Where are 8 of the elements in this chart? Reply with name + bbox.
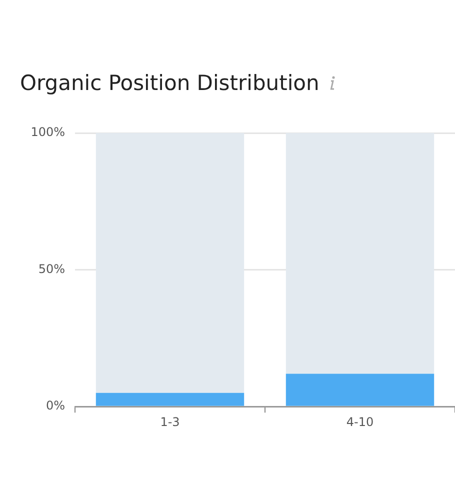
y-tick-label: 50%	[38, 262, 65, 276]
chart-title: Organic Position Distribution	[20, 71, 320, 95]
y-tick-label: 0%	[46, 398, 65, 413]
x-tick-label: 4-10	[346, 414, 374, 429]
bar	[96, 392, 244, 406]
y-tick-label: 100%	[30, 125, 65, 140]
bar	[286, 374, 434, 406]
x-tick-label: 1-3	[160, 414, 180, 429]
